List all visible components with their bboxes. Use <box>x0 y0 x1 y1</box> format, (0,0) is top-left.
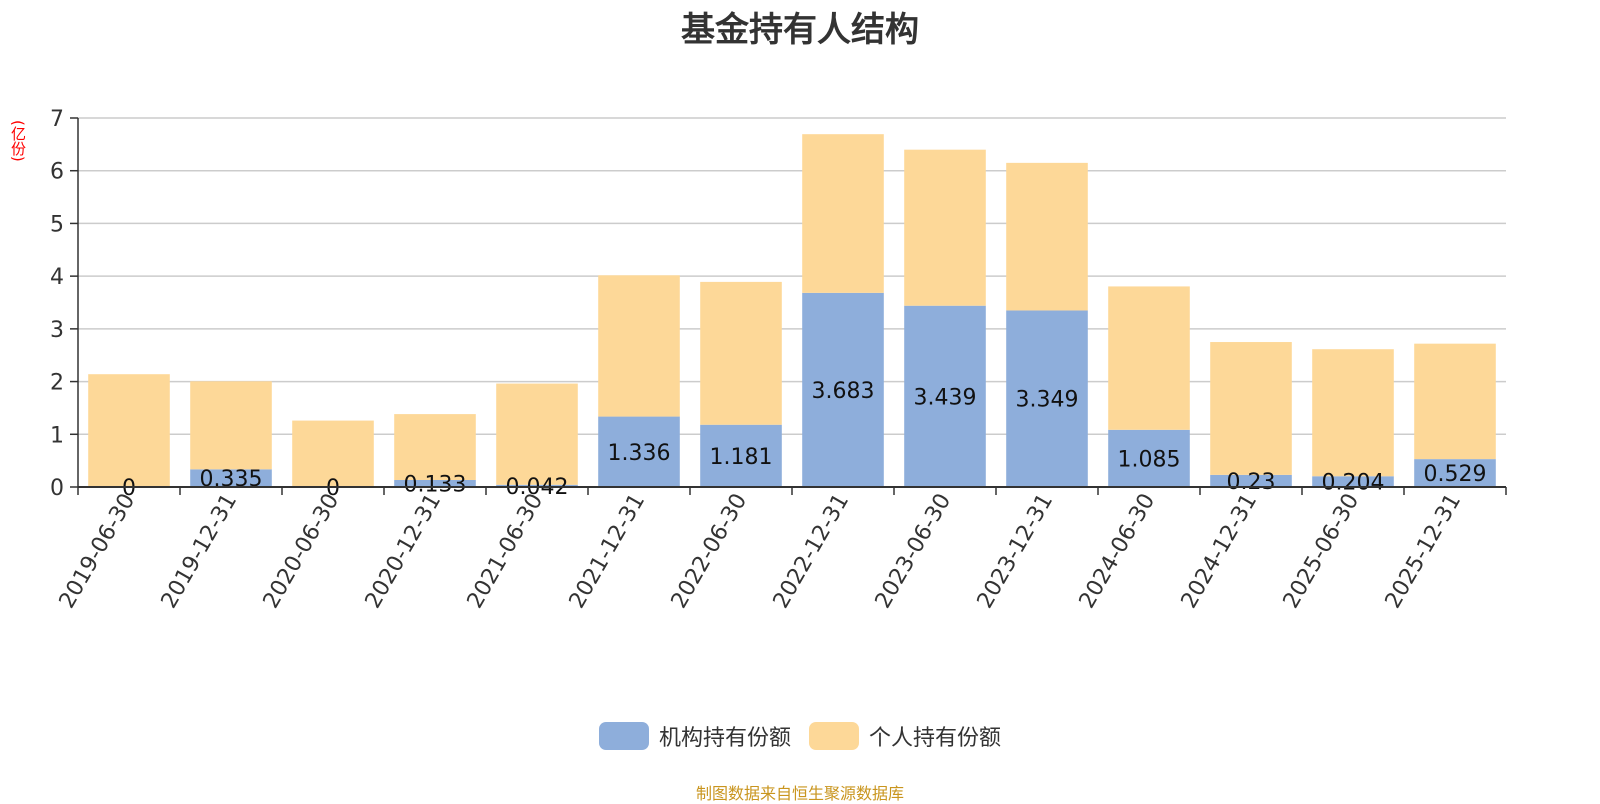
legend-swatch-individual <box>809 722 859 750</box>
bar-institution <box>802 292 884 487</box>
x-tick-label: 2025-12-31 <box>1381 490 1467 613</box>
y-tick-label: 0 <box>50 476 64 501</box>
y-tick-label: 4 <box>50 265 64 290</box>
grid-lines <box>78 117 1506 436</box>
bar-individual <box>802 134 884 293</box>
bar-institution <box>496 484 578 487</box>
data-source-note: 制图数据来自恒生聚源数据库 <box>695 784 904 803</box>
data-label-institution: 0 <box>122 476 136 501</box>
bar-institution <box>1312 476 1394 487</box>
y-axis-unit: (亿份) <box>9 120 27 162</box>
legend-label-institution: 机构持有份额 <box>658 726 791 751</box>
data-label-institution: 0.23 <box>1227 470 1276 495</box>
y-tick-label: 6 <box>50 160 64 185</box>
data-label-institution: 1.336 <box>608 441 671 466</box>
bar-individual <box>1414 343 1496 460</box>
bar-individual <box>1108 286 1190 430</box>
data-label-institution: 0.335 <box>200 467 263 492</box>
data-label-institution: 0.204 <box>1322 471 1385 496</box>
bar-institution <box>1210 474 1292 487</box>
x-tick-label: 2019-06-30 <box>55 490 141 613</box>
legend-item-individual[interactable]: 个人持有份额 <box>809 720 1001 752</box>
x-tick-label: 2020-12-31 <box>361 490 447 613</box>
x-tick-label: 2023-12-31 <box>973 490 1059 613</box>
data-label-institution: 0.529 <box>1424 462 1487 487</box>
data-label-institution: 1.181 <box>710 445 773 470</box>
bar-individual <box>700 281 782 425</box>
bar-institution <box>904 305 986 487</box>
bar-institution <box>700 424 782 487</box>
bar-individual <box>190 381 272 470</box>
bar-institution <box>1414 459 1496 487</box>
bar-individual <box>904 149 986 306</box>
bar-individual <box>88 374 170 487</box>
x-tick-label: 2021-06-30 <box>463 490 549 613</box>
x-tick-label: 2022-12-31 <box>769 490 855 613</box>
bar-institution <box>598 416 680 487</box>
bar-individual <box>394 414 476 480</box>
x-tick-label: 2024-06-30 <box>1075 490 1161 613</box>
bar-institution <box>190 469 272 487</box>
bar-individual <box>292 420 374 487</box>
data-label-institution: 0 <box>326 476 340 501</box>
bar-individual <box>1312 349 1394 477</box>
y-tick-label: 2 <box>50 371 64 396</box>
legend: 机构持有份额 个人持有份额 <box>0 720 1600 752</box>
x-tick-label: 2022-06-30 <box>667 490 753 613</box>
bar-individual <box>1210 342 1292 475</box>
x-tick-label: 2025-06-30 <box>1279 490 1365 613</box>
chart-title: 基金持有人结构 <box>681 10 919 50</box>
x-tick-label: 2023-06-30 <box>871 490 957 613</box>
bar-institution <box>1006 310 1088 487</box>
data-label-institution: 3.683 <box>812 379 875 404</box>
bars <box>88 134 1496 487</box>
x-tick-label: 2024-12-31 <box>1177 490 1263 613</box>
data-label-institution: 3.349 <box>1016 388 1079 413</box>
legend-swatch-institution <box>598 722 649 750</box>
bar-individual <box>598 275 680 417</box>
y-tick-label: 7 <box>50 107 64 132</box>
data-label-institution: 1.085 <box>1118 447 1181 472</box>
bar-individual <box>496 383 578 485</box>
x-tick-label: 2020-06-30 <box>259 490 345 613</box>
data-label-institution: 3.439 <box>914 385 977 410</box>
y-tick-label: 1 <box>50 423 64 448</box>
bar-institution <box>1108 429 1190 487</box>
y-tick-label: 3 <box>50 318 64 343</box>
data-label-institution: 0.133 <box>404 472 467 497</box>
x-tick-label: 2021-12-31 <box>565 490 651 613</box>
legend-label-individual: 个人持有份额 <box>869 726 1002 751</box>
x-tick-label: 2019-12-31 <box>157 490 243 613</box>
bar-individual <box>1006 162 1088 311</box>
y-tick-label: 5 <box>50 212 64 237</box>
bar-institution <box>394 479 476 487</box>
legend-item-institution[interactable]: 机构持有份额 <box>598 720 791 752</box>
